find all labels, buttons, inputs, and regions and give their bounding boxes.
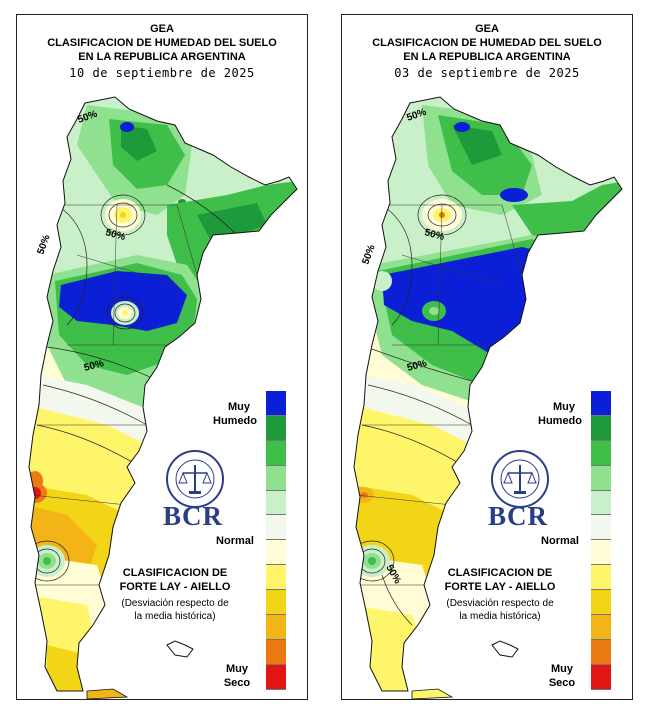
legend-swatch-7 [266,565,286,591]
legend-color-scale [266,391,286,690]
legend-swatch-9 [266,615,286,640]
legend-swatch-5 [266,515,286,541]
legend-swatch-4 [591,490,611,516]
legend-swatch-9 [591,615,611,640]
map-date: 10 de septiembre de 2025 [69,66,255,80]
legend-swatch-2 [591,440,611,466]
contour-label: 50% [83,358,105,374]
legend-swatch-11 [266,664,286,690]
legend-swatch-8 [266,590,286,616]
legend-swatch-0 [266,391,286,416]
title-line-2: EN LA REPUBLICA ARGENTINA [78,51,246,63]
legend-swatch-7 [591,565,611,591]
title-line-2: EN LA REPUBLICA ARGENTINA [403,51,571,63]
legend-wet-label-2: Humedo [538,415,582,427]
legend-wet-label-1: Muy [228,401,250,413]
classification-line-3: (Desviación respecto de [121,598,229,609]
contour-label: 50% [423,227,445,243]
legend-dry-label-1: Muy [226,663,248,675]
bcr-logo-text: BCR [487,501,548,531]
bcr-seal-icon [166,450,224,508]
classification-line-1: CLASIFICACION DE [447,567,553,579]
legend-wet-label-1: Muy [553,401,575,413]
org-label: GEA [150,23,174,35]
legend-swatch-11 [591,664,611,690]
legend-dry-label-1: Muy [551,663,573,675]
map-panel-sep-03: GEA CLASIFICACION DE HUMEDAD DEL SUELO E… [341,14,633,700]
legend-swatch-6 [266,540,286,566]
legend-dry-label-2: Seco [223,677,251,689]
bcr-seal-icon [491,450,549,508]
legend-swatch-6 [591,540,611,566]
contour-label: 50% [35,233,52,256]
contour-label: 50% [406,358,428,374]
legend-swatch-1 [591,415,611,441]
soil-moisture-map: 50% 50% 50% 50% 50% [353,96,623,699]
legend-normal-label: Normal [541,535,579,547]
classification-line-1: CLASIFICACION DE [122,567,228,579]
bcr-logo-text: BCR [162,501,223,531]
legend-swatch-10 [591,639,611,665]
legend-wet-label-2: Humedo [213,415,257,427]
legend-swatch-3 [266,465,286,491]
legend-normal-label: Normal [216,535,254,547]
classification-line-3: (Desviación respecto de [446,598,554,609]
map-date: 03 de septiembre de 2025 [394,66,580,80]
legend-swatch-2 [266,440,286,466]
legend-swatch-10 [266,639,286,665]
classification-line-2: FORTE LAY - AIELLO [444,581,556,593]
title-line-1: CLASIFICACION DE HUMEDAD DEL SUELO [47,37,277,49]
legend-swatch-3 [591,465,611,491]
classification-line-4: la media histórica) [459,611,541,622]
map-panel-sep-10: GEA CLASIFICACION DE HUMEDAD DEL SUELO E… [16,14,308,700]
legend-color-scale [591,391,611,690]
title-line-1: CLASIFICACION DE HUMEDAD DEL SUELO [372,37,602,49]
legend-swatch-1 [266,415,286,441]
legend-swatch-0 [591,391,611,416]
legend-swatch-8 [591,590,611,616]
legend-swatch-5 [591,515,611,541]
classification-line-2: FORTE LAY - AIELLO [119,581,231,593]
soil-moisture-map: 50% 50% 50% 50% [28,96,298,699]
contour-label: 50% [360,243,377,266]
legend-swatch-4 [266,490,286,516]
contour-label: 50% [104,227,126,243]
legend-dry-label-2: Seco [548,677,576,689]
org-label: GEA [475,23,499,35]
classification-line-4: la media histórica) [134,611,216,622]
